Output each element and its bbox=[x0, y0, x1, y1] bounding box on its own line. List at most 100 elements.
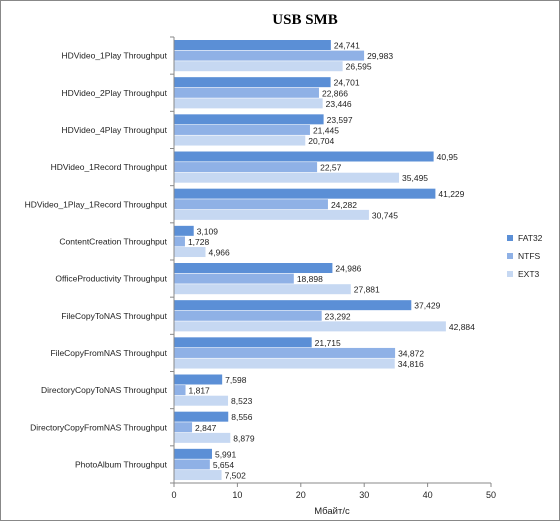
bar-ntfs bbox=[174, 273, 294, 284]
bar-ext3 bbox=[174, 321, 446, 332]
data-label: 24,701 bbox=[334, 78, 360, 88]
data-label: 1,728 bbox=[188, 237, 210, 247]
x-tick-label: 10 bbox=[232, 490, 242, 500]
bar-ext3 bbox=[174, 395, 229, 406]
bar-fat32 bbox=[174, 263, 333, 273]
data-label: 7,502 bbox=[225, 471, 247, 481]
legend-label-ext3: EXT3 bbox=[518, 269, 540, 279]
bar-ext3 bbox=[174, 61, 343, 72]
data-label: 23,446 bbox=[326, 99, 352, 109]
data-label: 24,282 bbox=[331, 200, 357, 210]
bar-fat32 bbox=[174, 151, 434, 162]
bar-fat32 bbox=[174, 188, 436, 199]
data-label: 21,715 bbox=[315, 338, 341, 348]
bar-ntfs bbox=[174, 199, 328, 210]
category-label: DirectoryCopyFromNAS Throughput bbox=[30, 422, 167, 432]
data-label: 37,429 bbox=[414, 301, 440, 311]
legend-swatch-fat32 bbox=[507, 235, 513, 241]
chart-title: USB SMB bbox=[272, 12, 337, 28]
category-label: HDVideo_1Record Throughput bbox=[51, 162, 168, 172]
bar-ntfs bbox=[174, 385, 186, 396]
bar-ntfs bbox=[174, 347, 396, 358]
data-label: 22,866 bbox=[322, 88, 348, 98]
bar-fat32 bbox=[174, 225, 194, 236]
bar-ntfs bbox=[174, 422, 193, 433]
data-label: 4,966 bbox=[208, 248, 230, 258]
bar-ntfs bbox=[174, 50, 365, 61]
bar-ntfs bbox=[174, 310, 322, 321]
data-label: 34,872 bbox=[398, 348, 424, 358]
data-label: 27,881 bbox=[354, 285, 380, 295]
data-label: 23,597 bbox=[327, 115, 353, 125]
category-label: OfficeProductivity Throughput bbox=[55, 274, 167, 284]
bar-ntfs bbox=[174, 162, 318, 173]
data-label: 5,654 bbox=[213, 460, 235, 470]
bar-ext3 bbox=[174, 284, 351, 295]
data-label: 24,741 bbox=[334, 41, 360, 51]
x-tick-label: 20 bbox=[296, 490, 306, 500]
x-tick-label: 0 bbox=[171, 490, 176, 500]
data-label: 3,109 bbox=[197, 226, 219, 236]
bar-ntfs bbox=[174, 87, 319, 98]
category-label: HDVideo_4Play Throughput bbox=[61, 125, 167, 135]
category-label: FileCopyToNAS Throughput bbox=[61, 311, 167, 321]
data-label: 40,95 bbox=[437, 152, 459, 162]
bar-ext3 bbox=[174, 358, 395, 369]
category-label: DirectoryCopyToNAS Throughput bbox=[41, 385, 168, 395]
category-label: HDVideo_1Play Throughput bbox=[61, 51, 167, 61]
legend-label-ntfs: NTFS bbox=[518, 251, 541, 261]
legend-swatch-ext3 bbox=[507, 271, 513, 277]
bar-ext3 bbox=[174, 209, 369, 220]
category-label: PhotoAlbum Throughput bbox=[75, 459, 168, 469]
category-label: FileCopyFromNAS Throughput bbox=[50, 348, 167, 358]
bar-ntfs bbox=[174, 459, 210, 470]
bar-fat32 bbox=[174, 300, 412, 311]
data-label: 2,847 bbox=[195, 423, 217, 433]
data-label: 8,523 bbox=[231, 396, 253, 406]
data-label: 22,57 bbox=[320, 163, 342, 173]
data-label: 35,495 bbox=[402, 173, 428, 183]
bar-ext3 bbox=[174, 172, 400, 183]
legend-swatch-ntfs bbox=[507, 253, 513, 259]
bar-fat32 bbox=[174, 337, 312, 348]
data-label: 29,983 bbox=[367, 51, 393, 61]
bar-ext3 bbox=[174, 135, 306, 146]
data-label: 20,704 bbox=[308, 136, 334, 146]
x-tick-label: 50 bbox=[486, 490, 496, 500]
data-label: 41,229 bbox=[438, 189, 464, 199]
category-label: ContentCreation Throughput bbox=[59, 236, 167, 246]
x-tick-label: 30 bbox=[359, 490, 369, 500]
bar-ext3 bbox=[174, 432, 231, 443]
data-label: 34,816 bbox=[398, 359, 424, 369]
bar-fat32 bbox=[174, 77, 331, 88]
category-label: HDVideo_2Play Throughput bbox=[61, 88, 167, 98]
bar-ext3 bbox=[174, 98, 323, 109]
legend: FAT32 NTFS EXT3 bbox=[507, 233, 543, 279]
data-label: 26,595 bbox=[346, 62, 372, 72]
bar-fat32 bbox=[174, 448, 212, 459]
x-tick-label: 40 bbox=[423, 490, 433, 500]
data-label: 18,898 bbox=[297, 274, 323, 284]
data-label: 23,292 bbox=[325, 311, 351, 321]
data-label: 5,991 bbox=[215, 449, 237, 459]
bar-ext3 bbox=[174, 470, 222, 481]
x-axis-label: Мбайт/с bbox=[314, 506, 350, 517]
category-label: HDVideo_1Play_1Record Throughput bbox=[25, 199, 168, 209]
bar-ntfs bbox=[174, 236, 185, 247]
legend-label-fat32: FAT32 bbox=[518, 233, 543, 243]
data-label: 21,445 bbox=[313, 125, 339, 135]
data-label: 8,879 bbox=[233, 433, 255, 443]
data-label: 42,884 bbox=[449, 322, 475, 332]
data-label: 1,817 bbox=[189, 386, 211, 396]
data-label: 8,556 bbox=[231, 412, 253, 422]
bar-fat32 bbox=[174, 411, 229, 422]
bar-ext3 bbox=[174, 247, 206, 258]
bar-fat32 bbox=[174, 374, 223, 385]
data-label: 24,986 bbox=[335, 264, 361, 274]
bar-ntfs bbox=[174, 124, 310, 135]
data-label: 30,745 bbox=[372, 210, 398, 220]
bar-fat32 bbox=[174, 40, 331, 50]
data-label: 7,598 bbox=[225, 375, 247, 385]
